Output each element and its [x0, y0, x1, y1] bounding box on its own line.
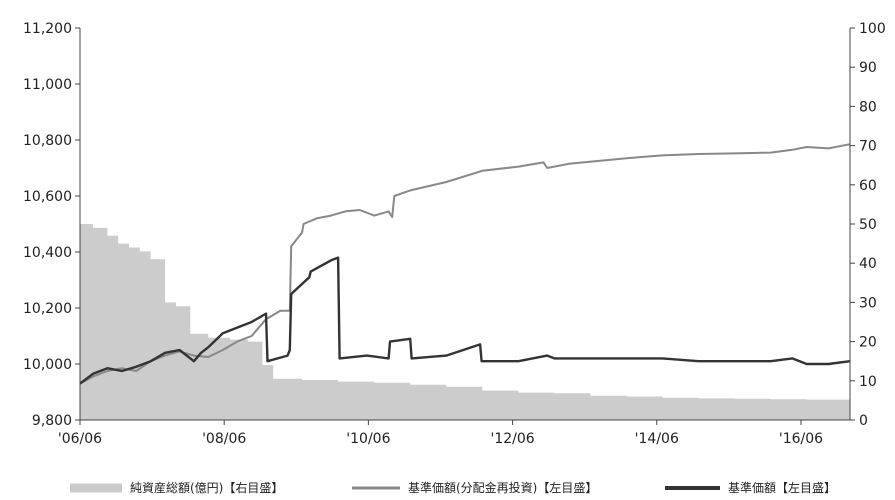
x-tick-label: '16/06	[779, 431, 823, 447]
series-area-net-assets	[80, 224, 850, 420]
line-layer	[79, 143, 851, 385]
y-right-tick-label: 20	[859, 335, 877, 351]
y-right-tick-label: 60	[859, 178, 877, 194]
series-line-nav	[79, 256, 851, 385]
y-left-tick-label: 10,600	[23, 189, 72, 205]
legend-label: 基準価額【左目盛】	[728, 480, 836, 495]
y-left-tick-label: 10,200	[23, 301, 72, 317]
y-left-tick-label: 11,200	[23, 21, 72, 37]
y-right-tick-label: 40	[859, 256, 877, 272]
x-tick-label: '12/06	[490, 431, 534, 447]
y-right-tick-label: 0	[859, 413, 868, 429]
y-right-tick-label: 80	[859, 99, 877, 115]
legend: 純資産総額(億円)【右目盛】 基準価額(分配金再投資)【左目盛】 基準価額【左目盛】	[70, 480, 836, 495]
y-left-tick-label: 10,400	[23, 245, 72, 261]
x-tick-label: '08/06	[202, 431, 246, 447]
y-right-tick-label: 10	[859, 374, 877, 390]
y-right-tick-label: 70	[859, 139, 877, 155]
y-right-tick-label: 30	[859, 295, 877, 311]
y-right-tick-label: 50	[859, 217, 877, 233]
x-tick-label: '06/06	[58, 431, 102, 447]
legend-label: 純資産総額(億円)【右目盛】	[130, 480, 283, 495]
x-tick-label: '10/06	[346, 431, 390, 447]
legend-label: 基準価額(分配金再投資)【左目盛】	[408, 480, 597, 495]
y-right-tick-label: 100	[859, 21, 886, 37]
y-right-tick-label: 90	[859, 60, 877, 76]
y-left-tick-label: 11,000	[23, 77, 72, 93]
area-layer	[80, 224, 850, 420]
y-left-tick-label: 10,800	[23, 133, 72, 149]
axes-layer: 9,800 10,000 10,200 10,400 10,600 10,800 11,00…	[23, 21, 886, 447]
y-left-tick-label: 9,800	[32, 413, 72, 429]
y-left-tick-label: 10,000	[23, 357, 72, 373]
x-tick-label: '14/06	[635, 431, 679, 447]
